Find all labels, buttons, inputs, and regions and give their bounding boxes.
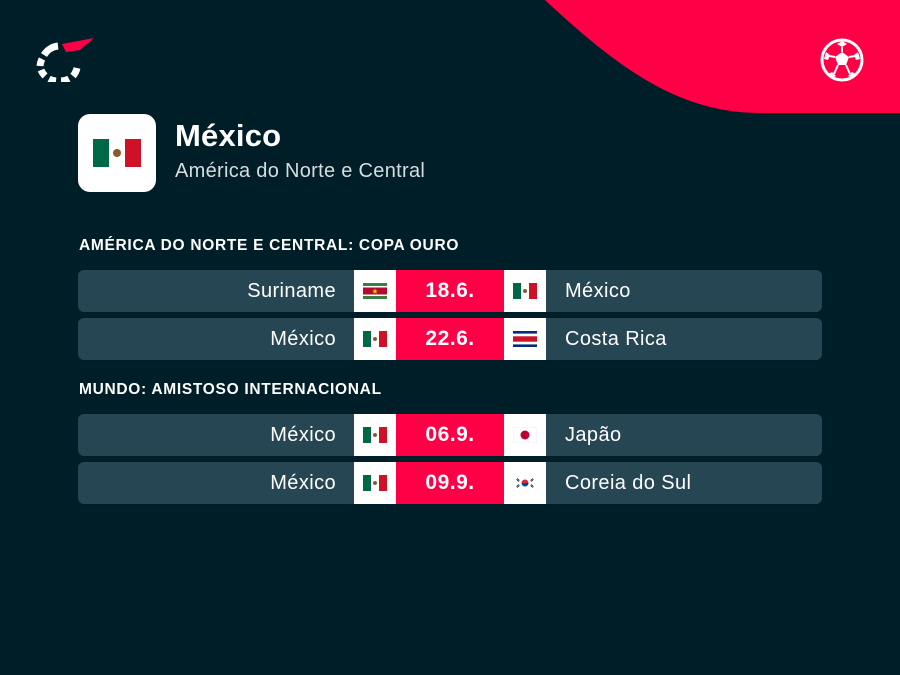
home-team-flag xyxy=(354,318,396,360)
match-row[interactable]: Suriname 18.6. México xyxy=(78,270,822,312)
japan-flag-icon xyxy=(513,427,537,443)
mexico-flag-icon xyxy=(363,331,387,347)
team-region: América do Norte e Central xyxy=(175,160,426,182)
home-team-flag xyxy=(354,462,396,504)
mexico-flag-icon xyxy=(513,283,537,299)
suriname-flag-icon xyxy=(363,283,387,299)
football-icon[interactable] xyxy=(818,36,866,84)
match-date: 06.9. xyxy=(396,414,504,456)
away-team-flag xyxy=(504,414,546,456)
home-team-name: Suriname xyxy=(247,280,336,302)
home-team-flag xyxy=(354,414,396,456)
match-row[interactable]: México 06.9. Japão xyxy=(78,414,822,456)
home-team-name: México xyxy=(270,472,336,494)
team-flag xyxy=(78,114,156,192)
match-row[interactable]: México 09.9. Coreia do Sul xyxy=(78,462,822,504)
match-date: 22.6. xyxy=(396,318,504,360)
home-team-flag xyxy=(354,270,396,312)
mexico-flag-icon xyxy=(93,139,141,167)
south-korea-flag-icon xyxy=(513,475,537,491)
away-team-flag xyxy=(504,462,546,504)
section-title-amistoso: MUNDO: AMISTOSO INTERNACIONAL xyxy=(79,381,382,398)
match-row[interactable]: México 22.6. Costa Rica xyxy=(78,318,822,360)
costa-rica-flag-icon xyxy=(513,331,537,347)
mexico-flag-icon xyxy=(363,475,387,491)
home-team-name: México xyxy=(270,328,336,350)
away-team-name: Costa Rica xyxy=(565,328,667,350)
away-team-name: Coreia do Sul xyxy=(565,472,692,494)
section-title-copa-ouro: AMÉRICA DO NORTE E CENTRAL: COPA OURO xyxy=(79,237,460,254)
away-team-flag xyxy=(504,318,546,360)
match-date: 18.6. xyxy=(396,270,504,312)
away-team-flag xyxy=(504,270,546,312)
mexico-flag-icon xyxy=(363,427,387,443)
away-team-name: Japão xyxy=(565,424,622,446)
home-team-name: México xyxy=(270,424,336,446)
away-team-name: México xyxy=(565,280,631,302)
flashscore-logo xyxy=(36,38,94,82)
match-date: 09.9. xyxy=(396,462,504,504)
team-name: México xyxy=(175,118,282,153)
